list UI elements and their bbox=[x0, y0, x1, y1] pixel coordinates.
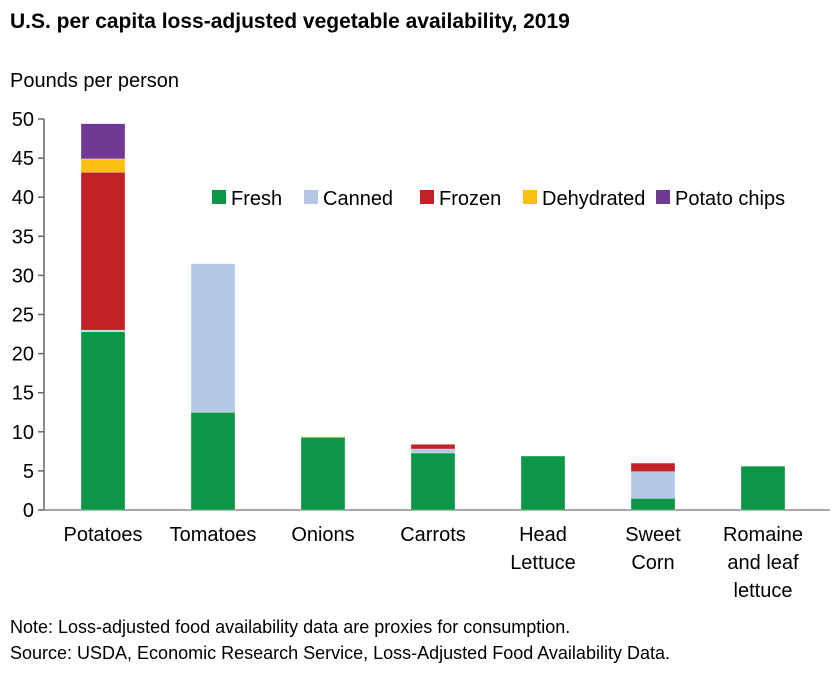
bar-segment-fresh bbox=[410, 452, 456, 511]
x-tick-label: Potatoes bbox=[64, 524, 143, 546]
y-tick-label: 35 bbox=[12, 226, 34, 248]
bar-segment-frozen bbox=[80, 171, 126, 331]
x-tick-label: Head bbox=[519, 524, 567, 546]
chart-title: U.S. per capita loss-adjusted vegetable … bbox=[10, 10, 570, 33]
x-tick-label: Carrots bbox=[400, 524, 466, 546]
y-tick-label: 40 bbox=[12, 187, 34, 209]
y-tick-label: 5 bbox=[23, 461, 34, 483]
x-tick-label: Sweet bbox=[625, 524, 681, 546]
y-tick-label: 20 bbox=[12, 344, 34, 366]
bar-segment-fresh bbox=[190, 411, 236, 511]
y-tick-label: 0 bbox=[23, 500, 34, 522]
bar-segment-frozen bbox=[410, 444, 456, 450]
x-tick-label: Lettuce bbox=[510, 552, 576, 574]
legend-label: Fresh bbox=[231, 188, 282, 210]
bar-segment-fresh bbox=[80, 331, 126, 511]
x-tick-label: Corn bbox=[631, 552, 674, 574]
x-tick-label: lettuce bbox=[734, 580, 793, 602]
bar-segment-canned bbox=[410, 448, 456, 454]
y-tick-label: 50 bbox=[12, 109, 34, 131]
bar-segment-fresh bbox=[630, 497, 676, 511]
legend-swatch bbox=[212, 190, 226, 204]
y-tick-label: 25 bbox=[12, 305, 34, 327]
bar-segment-potato-chips bbox=[80, 123, 126, 160]
bar-segment-canned bbox=[630, 471, 676, 499]
y-axis-label: Pounds per person bbox=[10, 70, 180, 92]
bar-segment-fresh bbox=[740, 465, 786, 511]
x-tick-label: and leaf bbox=[727, 552, 799, 574]
legend-swatch bbox=[656, 190, 670, 204]
chart-note: Note: Loss-adjusted food availability da… bbox=[10, 617, 571, 637]
bar-segment-dehydrated bbox=[80, 158, 126, 173]
y-tick-label: 10 bbox=[12, 422, 34, 444]
legend-swatch bbox=[523, 190, 537, 204]
y-tick-label: 15 bbox=[12, 383, 34, 405]
y-tick-label: 30 bbox=[12, 265, 34, 287]
x-tick-label: Tomatoes bbox=[170, 524, 257, 546]
x-tick-label: Onions bbox=[291, 524, 354, 546]
bar-segment-frozen bbox=[630, 462, 676, 472]
legend-swatch bbox=[420, 190, 434, 204]
legend-label: Dehydrated bbox=[542, 188, 645, 210]
legend-label: Potato chips bbox=[675, 188, 785, 210]
legend-label: Canned bbox=[323, 188, 393, 210]
y-tick-label: 45 bbox=[12, 148, 34, 170]
legend-label: Frozen bbox=[439, 188, 501, 210]
bar-segment-dehydrated bbox=[300, 436, 346, 438]
bar-segment-fresh bbox=[300, 436, 346, 511]
bar-segment-fresh bbox=[520, 455, 566, 511]
chart-source: Source: USDA, Economic Research Service,… bbox=[10, 643, 670, 663]
x-tick-label: Romaine bbox=[723, 524, 803, 546]
legend-swatch bbox=[304, 190, 318, 204]
bar-segment-canned bbox=[190, 263, 236, 413]
